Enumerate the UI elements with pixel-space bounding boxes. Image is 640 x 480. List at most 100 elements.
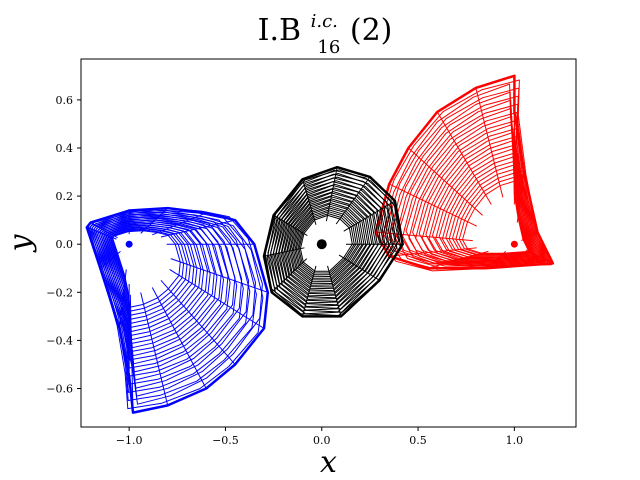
orbit-loop	[287, 198, 371, 288]
orbit-loop	[290, 202, 367, 284]
orbit-spoke	[325, 167, 338, 222]
x-axis-label: x	[320, 445, 337, 480]
orbit-loop	[288, 199, 369, 286]
title-suffix: (2)	[350, 13, 393, 48]
orbit-spoke	[160, 279, 236, 365]
orbit-spoke	[388, 183, 478, 227]
orbit-loop	[294, 207, 361, 279]
orbit-loop	[395, 99, 549, 269]
orbit-series	[374, 74, 555, 272]
orbit-loop	[270, 176, 394, 309]
orbit-spoke	[86, 226, 117, 240]
orbit-loop	[278, 187, 382, 299]
axes-frame	[80, 58, 577, 428]
orbit-loop	[95, 216, 238, 377]
orbit-loop	[462, 180, 530, 254]
orbit-spoke	[160, 219, 236, 238]
orbit-spoke	[169, 269, 265, 329]
orbit-spoke	[475, 87, 504, 198]
orbit-spoke	[140, 292, 169, 406]
orbit-spoke	[485, 251, 507, 269]
orbit-envelope	[85, 206, 270, 414]
orbit-loop	[385, 87, 551, 266]
orbit-loop	[89, 209, 256, 397]
orbit-spoke	[263, 247, 305, 257]
orbit-loop	[392, 95, 549, 265]
orbit-spoke	[119, 269, 127, 329]
orbit-loop	[277, 184, 384, 300]
orbit-loop	[283, 192, 376, 293]
orbit-loop	[298, 213, 355, 274]
center-layer	[125, 239, 518, 250]
title-subscript: 16	[317, 37, 340, 58]
chart-title: I.B i.c. 16 (2)	[258, 0, 393, 61]
x-tick-label: −0.5	[212, 434, 239, 447]
orbit-spoke	[389, 247, 477, 257]
orbit-loop	[109, 227, 191, 320]
orbit-spoke	[151, 287, 207, 389]
y-axis-ticks: −0.6 −0.4 −0.2 0.0 0.2 0.4 0.6	[46, 94, 81, 396]
orbit-spoke	[140, 207, 169, 234]
orbit-loop	[381, 83, 553, 272]
x-axis-ticks: −1.0 −0.5 0.0 0.5 1.0	[116, 427, 523, 447]
orbit-loop	[87, 210, 264, 410]
orbit-spoke	[302, 179, 317, 225]
title-superscript: i.c.	[311, 11, 338, 32]
orbit-loop	[295, 209, 359, 277]
body-center-point	[316, 239, 327, 250]
orbit-loop	[284, 194, 375, 292]
orbit-loop	[93, 213, 243, 381]
y-tick-label: −0.6	[46, 383, 73, 396]
orbit-spoke	[273, 214, 308, 236]
orbit-loop	[379, 79, 552, 267]
orbit-loop	[408, 115, 545, 265]
orbit-spoke	[335, 176, 371, 225]
orbit-spoke	[152, 212, 207, 236]
orbit-spoke	[427, 250, 489, 269]
body-center-point	[125, 240, 133, 248]
y-tick-label: 0.2	[56, 190, 74, 203]
orbit-spoke	[271, 258, 308, 293]
orbit-loop	[292, 205, 363, 281]
orbit-series	[262, 165, 404, 318]
y-tick-label: −0.2	[46, 286, 73, 299]
x-tick-label: 1.0	[506, 434, 524, 447]
orbit-loop	[275, 183, 386, 302]
orbit-loop	[297, 211, 357, 276]
y-tick-label: −0.4	[46, 334, 73, 347]
orbit-loop	[435, 148, 537, 260]
y-axis-label: y	[3, 233, 38, 253]
orbit-loop	[455, 172, 532, 256]
orbit-loop	[415, 124, 543, 264]
orbit-spoke	[302, 265, 317, 317]
orbit-loop	[273, 180, 390, 306]
orbit-spoke	[521, 231, 538, 242]
orbit-spoke	[338, 254, 380, 281]
orbit-envelope	[262, 165, 404, 318]
orbit-spoke	[129, 294, 134, 413]
y-tick-label: 0.4	[56, 142, 74, 155]
orbit-loop	[267, 173, 398, 313]
orbit-spoke	[327, 265, 342, 317]
orbit-loop	[111, 229, 185, 312]
orbit-loop	[87, 207, 263, 405]
orbit-spoke	[516, 171, 525, 223]
orbit-loop	[388, 91, 551, 270]
orbit-loop	[299, 214, 353, 272]
orbit-loop	[100, 219, 222, 357]
orbit-loop	[264, 169, 402, 316]
orbit-spoke	[99, 251, 121, 269]
y-tick-label: 0.6	[56, 94, 74, 107]
series-layer	[85, 74, 555, 414]
orbit-spoke	[436, 111, 492, 205]
orbit-series	[85, 206, 270, 414]
x-tick-label: 0.5	[409, 434, 427, 447]
orbit-loop	[398, 103, 547, 264]
orbit-spoke	[525, 249, 554, 264]
orbit-loop	[286, 196, 373, 290]
orbit-loop	[97, 218, 231, 369]
orbit-spoke	[408, 147, 483, 216]
x-tick-label: −1.0	[116, 434, 143, 447]
orbit-loop	[89, 211, 257, 401]
